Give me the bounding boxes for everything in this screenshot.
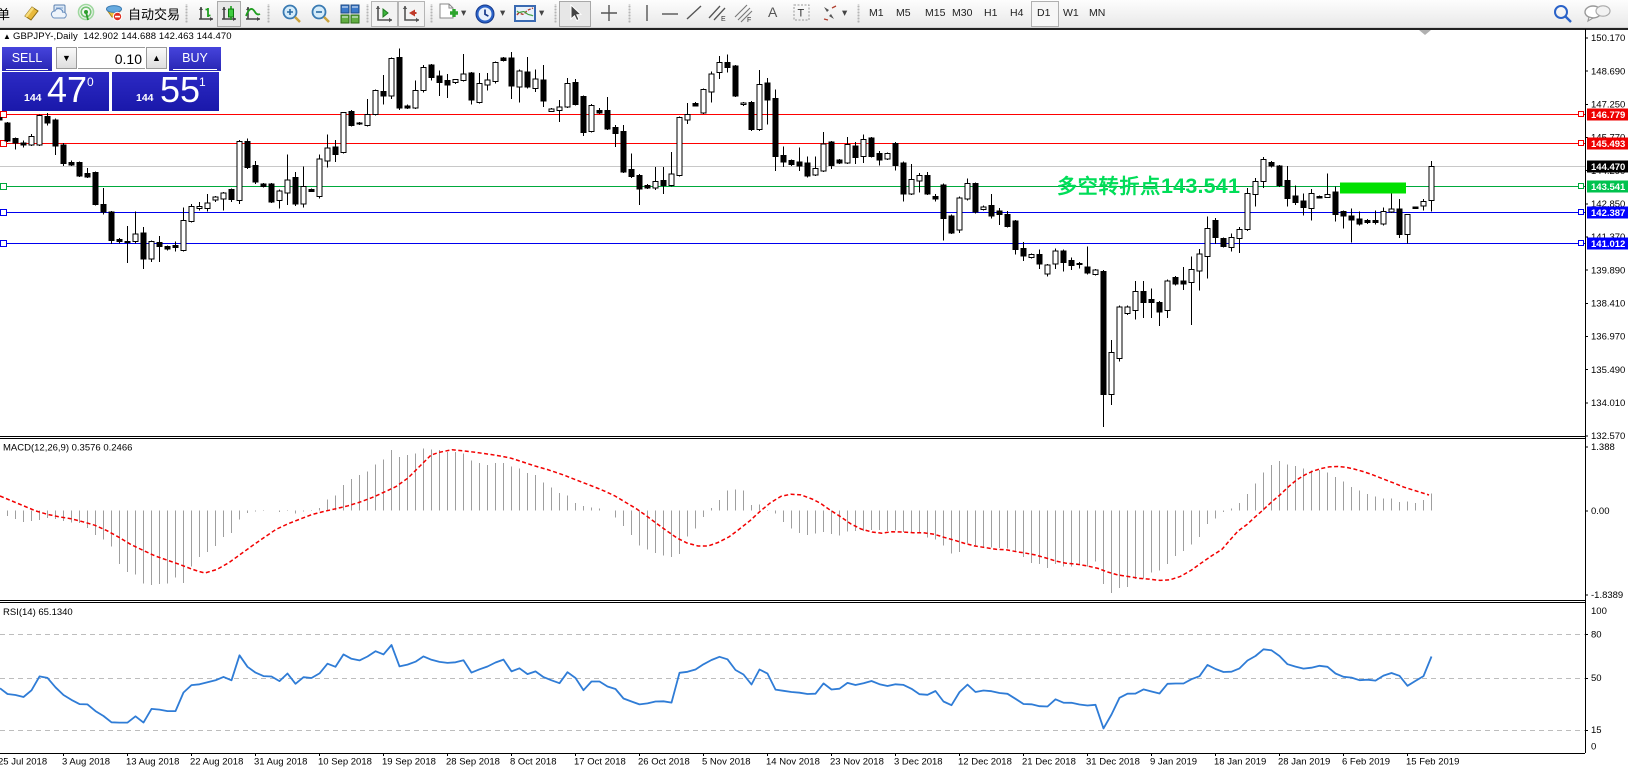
svg-text:144.470: 144.470 — [1591, 162, 1625, 173]
svg-text:134.010: 134.010 — [1591, 398, 1625, 409]
svg-text:0.00: 0.00 — [1591, 506, 1610, 517]
svg-text:17 Oct 2018: 17 Oct 2018 — [574, 757, 626, 768]
svg-text:100: 100 — [1591, 606, 1607, 617]
svg-text:3 Aug 2018: 3 Aug 2018 — [62, 757, 110, 768]
svg-text:143.541: 143.541 — [1591, 182, 1626, 193]
svg-text:-1.8389: -1.8389 — [1591, 590, 1623, 601]
svg-text:28 Sep 2018: 28 Sep 2018 — [446, 757, 500, 768]
svg-text:15 Feb 2019: 15 Feb 2019 — [1406, 757, 1459, 768]
svg-text:3 Dec 2018: 3 Dec 2018 — [894, 757, 943, 768]
svg-text:15: 15 — [1591, 725, 1602, 736]
svg-text:138.410: 138.410 — [1591, 299, 1625, 310]
svg-text:E: E — [721, 16, 726, 23]
svg-text:150.170: 150.170 — [1591, 33, 1625, 44]
svg-text:0: 0 — [1591, 742, 1596, 753]
svg-text:22 Aug 2018: 22 Aug 2018 — [190, 757, 243, 768]
svg-text:1.388: 1.388 — [1591, 442, 1615, 453]
svg-text:139.890: 139.890 — [1591, 265, 1625, 276]
svg-text:多空转折点143.541: 多空转折点143.541 — [1057, 174, 1240, 198]
svg-text:141.012: 141.012 — [1591, 239, 1625, 250]
svg-text:142.387: 142.387 — [1591, 208, 1625, 219]
svg-text:F: F — [747, 17, 751, 23]
svg-text:T: T — [798, 8, 805, 20]
svg-text:135.490: 135.490 — [1591, 365, 1625, 376]
svg-text:MACD(12,26,9) 0.3576 0.2466: MACD(12,26,9) 0.3576 0.2466 — [3, 443, 132, 454]
svg-text:12 Dec 2018: 12 Dec 2018 — [958, 757, 1012, 768]
svg-text:21 Dec 2018: 21 Dec 2018 — [1022, 757, 1076, 768]
svg-text:142.850: 142.850 — [1591, 199, 1625, 210]
svg-text:RSI(14) 65.1340: RSI(14) 65.1340 — [3, 607, 73, 618]
svg-text:9 Jan 2019: 9 Jan 2019 — [1150, 757, 1197, 768]
svg-text:5 Nov 2018: 5 Nov 2018 — [702, 757, 751, 768]
svg-text:28 Jan 2019: 28 Jan 2019 — [1278, 757, 1330, 768]
svg-text:147.250: 147.250 — [1591, 100, 1625, 111]
svg-text:145.493: 145.493 — [1591, 139, 1625, 150]
svg-text:6 Feb 2019: 6 Feb 2019 — [1342, 757, 1390, 768]
svg-text:50: 50 — [1591, 673, 1602, 684]
svg-text:13 Aug 2018: 13 Aug 2018 — [126, 757, 179, 768]
svg-text:23 Nov 2018: 23 Nov 2018 — [830, 757, 884, 768]
svg-text:80: 80 — [1591, 630, 1602, 641]
svg-text:8 Oct 2018: 8 Oct 2018 — [510, 757, 556, 768]
svg-text:146.779: 146.779 — [1591, 110, 1625, 121]
svg-text:148.690: 148.690 — [1591, 66, 1625, 77]
svg-text:132.570: 132.570 — [1591, 431, 1625, 442]
svg-text:26 Oct 2018: 26 Oct 2018 — [638, 757, 690, 768]
svg-text:31 Dec 2018: 31 Dec 2018 — [1086, 757, 1140, 768]
svg-text:18 Jan 2019: 18 Jan 2019 — [1214, 757, 1266, 768]
svg-text:136.970: 136.970 — [1591, 332, 1625, 343]
svg-text:14 Nov 2018: 14 Nov 2018 — [766, 757, 820, 768]
svg-text:31 Aug 2018: 31 Aug 2018 — [254, 757, 307, 768]
svg-text:25 Jul 2018: 25 Jul 2018 — [0, 757, 47, 768]
svg-text:19 Sep 2018: 19 Sep 2018 — [382, 757, 436, 768]
svg-text:10 Sep 2018: 10 Sep 2018 — [318, 757, 372, 768]
